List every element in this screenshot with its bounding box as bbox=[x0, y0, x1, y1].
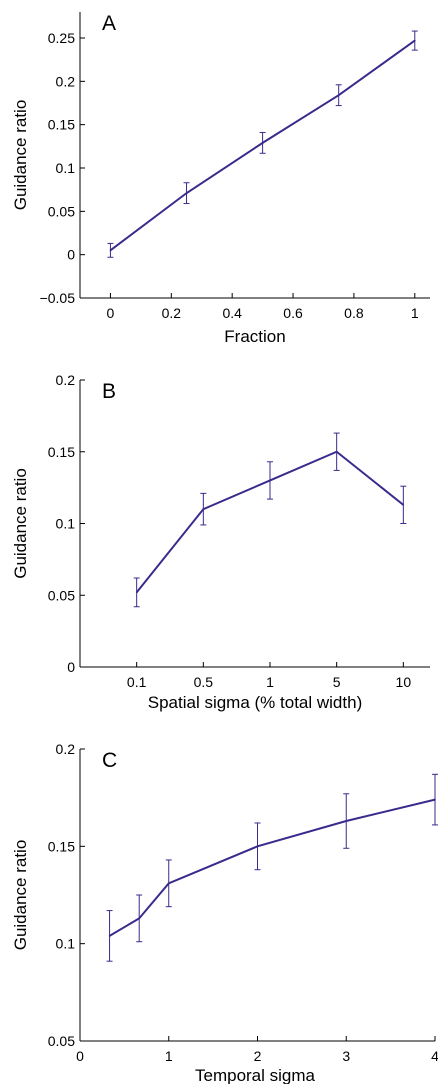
x-tick-label: 0 bbox=[107, 305, 115, 321]
x-tick-label: 3 bbox=[342, 1048, 350, 1064]
x-axis-label: Fraction bbox=[224, 327, 285, 346]
y-tick-label: 0.05 bbox=[48, 203, 75, 219]
x-tick-label: 0.4 bbox=[222, 305, 242, 321]
x-tick-label: 1 bbox=[411, 305, 419, 321]
y-tick-label: 0.1 bbox=[56, 936, 76, 952]
y-axis-label: Guidance ratio bbox=[11, 468, 30, 579]
data-point bbox=[135, 591, 138, 594]
x-tick-label: 0.5 bbox=[194, 674, 214, 690]
y-tick-label: 0.1 bbox=[56, 160, 76, 176]
chart-panel-b: 0 0.05 0.1 0.15 0.2 0.1 0.5 1 5 10 Spatial sigma (… bbox=[11, 372, 430, 712]
x-axis-label: Spatial sigma (% total width) bbox=[148, 693, 362, 712]
y-tick-label: 0.2 bbox=[56, 741, 76, 757]
panel-letter: A bbox=[102, 12, 116, 35]
y-tick-label: 0.15 bbox=[48, 838, 75, 854]
y-tick-label: 0.15 bbox=[48, 117, 75, 133]
data-point bbox=[337, 94, 340, 96]
data-point bbox=[109, 249, 112, 252]
y-tick-label: 0.25 bbox=[48, 30, 75, 46]
x-tick-label: 4 bbox=[431, 1048, 438, 1064]
y-axis-label: Guidance ratio bbox=[11, 100, 30, 211]
data-point bbox=[202, 508, 205, 510]
y-tick-label: −0.05 bbox=[40, 290, 76, 306]
x-tick-label: 0.8 bbox=[344, 305, 364, 321]
data-point bbox=[138, 917, 140, 920]
x-tick-label: 0.6 bbox=[283, 305, 303, 321]
chart-panel-c: 0.05 0.1 0.15 0.2 0 1 2 3 4 Temporal sigma Guidanc… bbox=[11, 741, 438, 1084]
y-tick-label: 0.2 bbox=[56, 73, 76, 89]
x-tick-label: 10 bbox=[396, 674, 412, 690]
panel-letter: B bbox=[102, 380, 116, 403]
y-tick-label: 0.1 bbox=[56, 516, 76, 532]
data-point bbox=[261, 142, 264, 144]
x-tick-label: 0 bbox=[76, 1048, 84, 1064]
data-point bbox=[269, 479, 271, 482]
data-point bbox=[185, 192, 188, 194]
y-tick-label: 0.15 bbox=[48, 444, 75, 460]
x-tick-label: 2 bbox=[254, 1048, 262, 1064]
chart-panel-a: −0.05 0 0.05 0.1 0.15 0.2 0.25 0 0.2 0.4 0.6 0.8 1 Fr… bbox=[11, 12, 430, 346]
data-point bbox=[108, 935, 111, 937]
x-tick-label: 5 bbox=[333, 674, 341, 690]
x-tick-label: 0.2 bbox=[162, 305, 182, 321]
data-point bbox=[345, 820, 348, 822]
y-tick-label: 0.05 bbox=[48, 1033, 75, 1049]
y-tick-label: 0.05 bbox=[48, 587, 75, 603]
data-point bbox=[413, 39, 416, 42]
y-tick-label: 0 bbox=[67, 659, 75, 675]
y-tick-label: 0 bbox=[67, 247, 75, 263]
x-axis-label: Temporal sigma bbox=[195, 1066, 316, 1084]
x-tick-label: 0.1 bbox=[127, 674, 147, 690]
panel-letter: C bbox=[102, 749, 117, 772]
x-tick-label: 1 bbox=[165, 1048, 173, 1064]
data-point bbox=[402, 504, 405, 506]
x-tick-label: 1 bbox=[266, 674, 274, 690]
data-point bbox=[167, 882, 170, 885]
y-tick-label: 0.2 bbox=[56, 372, 76, 388]
y-axis-label: Guidance ratio bbox=[11, 840, 30, 951]
data-point bbox=[256, 845, 259, 848]
data-point bbox=[335, 450, 338, 453]
data-point bbox=[434, 798, 436, 801]
series-line bbox=[109, 798, 436, 937]
